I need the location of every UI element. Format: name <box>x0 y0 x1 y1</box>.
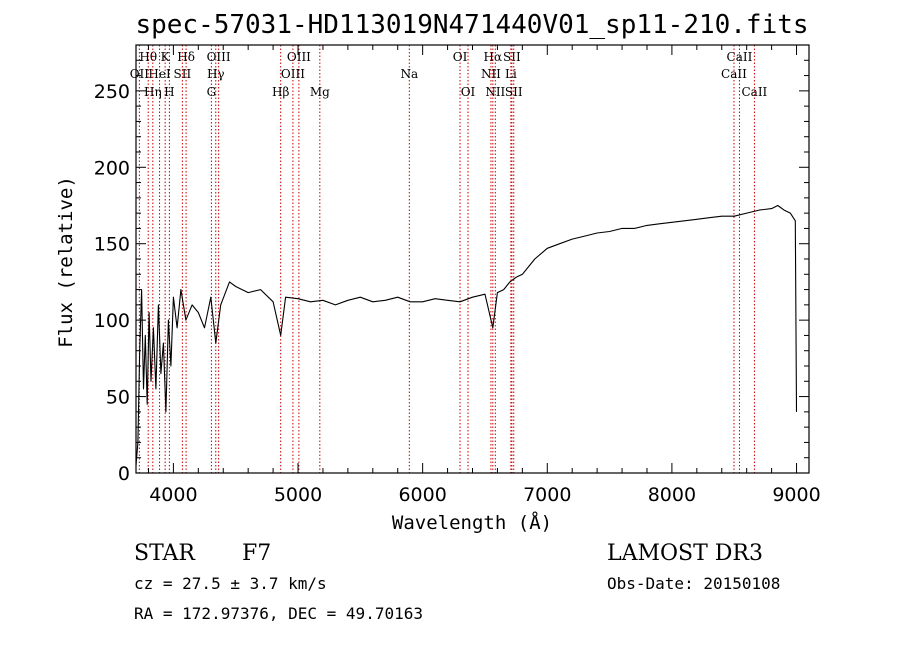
line-label-10: HeI <box>148 67 171 81</box>
line-label-24: NII <box>485 85 505 99</box>
redshift-cz: cz = 27.5 ± 3.7 km/s <box>134 574 327 593</box>
line-label-9: OII <box>130 67 150 81</box>
x-tick-label-5: 9000 <box>772 484 820 506</box>
y-tick-label-0: 0 <box>118 463 130 485</box>
chart-title: spec-57031-HD113019N471440V01_sp11-210.f… <box>135 10 808 40</box>
line-label-13: OIII <box>281 67 305 81</box>
line-label-25: SII <box>505 85 523 99</box>
y-axis-label: Flux (relative) <box>55 176 77 348</box>
line-label-18: Hη <box>144 85 162 99</box>
line-label-19: H <box>164 85 174 99</box>
y-tick-label-5: 250 <box>94 81 130 103</box>
object-class: STAR <box>134 541 196 566</box>
axis-ticks: 4000 5000 6000 7000 8000 9000 0 50 100 150 200 250 <box>94 45 821 506</box>
line-label-8: CaII <box>727 50 753 64</box>
line-label-11: SII <box>174 67 192 81</box>
line-label-2: Hδ <box>177 50 195 64</box>
line-label-23: OI <box>461 85 476 99</box>
object-subclass: F7 <box>242 541 271 566</box>
line-label-0: Hθ <box>139 50 157 64</box>
coordinates: RA = 172.97376, DEC = 49.70163 <box>134 604 423 623</box>
line-label-21: Hβ <box>272 85 289 99</box>
plot-frame <box>135 44 810 474</box>
survey-name: LAMOST DR3 <box>607 541 763 566</box>
line-label-3: OIII <box>207 50 231 64</box>
x-tick-label-2: 6000 <box>398 484 446 506</box>
line-label-15: NII <box>481 67 501 81</box>
line-label-26: CaII <box>741 85 767 99</box>
line-label-20: G <box>207 85 217 99</box>
x-tick-label-4: 8000 <box>648 484 696 506</box>
line-label-1: K <box>161 50 171 64</box>
line-label-22: Mg <box>310 85 330 99</box>
line-label-14: Na <box>400 67 418 81</box>
line-label-16: Li <box>505 67 517 81</box>
x-tick-label-3: 7000 <box>523 484 571 506</box>
x-axis-label: Wavelength (Å) <box>392 511 552 534</box>
spectrum-series <box>135 204 798 466</box>
y-tick-label-3: 150 <box>94 234 130 256</box>
line-label-7: SII <box>503 50 521 64</box>
line-label-17: CaII <box>721 67 747 81</box>
spectrum-line-0 <box>135 204 798 466</box>
line-label-6: Hα <box>484 50 503 64</box>
y-tick-label-1: 50 <box>106 387 130 409</box>
line-label-5: OI <box>453 50 468 64</box>
x-tick-label-0: 4000 <box>149 484 197 506</box>
y-tick-label-2: 100 <box>94 310 130 332</box>
y-tick-label-4: 200 <box>94 157 130 179</box>
line-label-4: OIII <box>287 50 311 64</box>
x-tick-label-1: 5000 <box>274 484 322 506</box>
line-label-12: Hγ <box>207 67 225 81</box>
observation-date: Obs-Date: 20150108 <box>607 574 780 593</box>
